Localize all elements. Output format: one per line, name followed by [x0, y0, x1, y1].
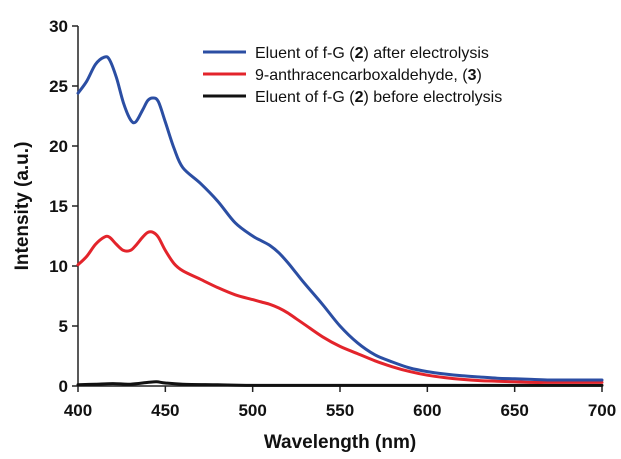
legend-entry-anthracencarboxaldehyde: 9-anthracencarboxaldehyde, (3) — [203, 67, 482, 84]
x-axis-title: Wavelength (nm) — [264, 432, 416, 453]
y-tick-label: 25 — [49, 77, 68, 96]
legend-label: Eluent of f-G (2) before electrolysis — [255, 89, 502, 106]
legend-label-bold-part: 2 — [355, 45, 364, 62]
legend-label-part: ) — [476, 67, 481, 84]
legend-label: Eluent of f-G (2) after electrolysis — [255, 45, 489, 62]
plot-series — [76, 55, 604, 387]
y-tick-label: 15 — [49, 197, 68, 216]
y-tick-label: 0 — [59, 377, 68, 396]
legend-entry-after-electrolysis: Eluent of f-G (2) after electrolysis — [203, 45, 489, 62]
x-tick-label: 550 — [326, 401, 354, 420]
legend: Eluent of f-G (2) after electrolysis9-an… — [203, 45, 502, 106]
x-tick-label: 600 — [413, 401, 441, 420]
legend-label-part: 9-anthracencarboxaldehyde, ( — [255, 67, 468, 84]
legend-label-bold-part: 3 — [468, 67, 477, 84]
series-line-before-electrolysis — [76, 380, 604, 387]
y-tick-label: 10 — [49, 257, 68, 276]
x-tick-label: 500 — [238, 401, 266, 420]
legend-label-part: Eluent of f-G ( — [255, 89, 355, 106]
legend-label-part: Eluent of f-G ( — [255, 45, 355, 62]
series-line-after-electrolysis — [76, 55, 604, 382]
x-tick-label: 450 — [151, 401, 179, 420]
y-axis-title: Intensity (a.u.) — [12, 142, 33, 271]
x-tick-label: 400 — [64, 401, 92, 420]
legend-label: 9-anthracencarboxaldehyde, (3) — [255, 67, 482, 84]
axes: 0 5 10 15 20 25 30 400 450 500 550 600 650 700 — [49, 17, 616, 420]
x-tick-label: 650 — [500, 401, 528, 420]
y-tick-label: 20 — [49, 137, 68, 156]
legend-label-part: ) after electrolysis — [364, 45, 489, 62]
y-tick-label: 30 — [49, 17, 68, 36]
y-tick-label: 5 — [59, 317, 68, 336]
legend-label-part: ) before electrolysis — [364, 89, 503, 106]
x-tick-label: 700 — [588, 401, 616, 420]
legend-entry-before-electrolysis: Eluent of f-G (2) before electrolysis — [203, 89, 502, 106]
legend-label-bold-part: 2 — [355, 89, 364, 106]
series-line-anthracencarboxaldehyde — [76, 230, 604, 384]
